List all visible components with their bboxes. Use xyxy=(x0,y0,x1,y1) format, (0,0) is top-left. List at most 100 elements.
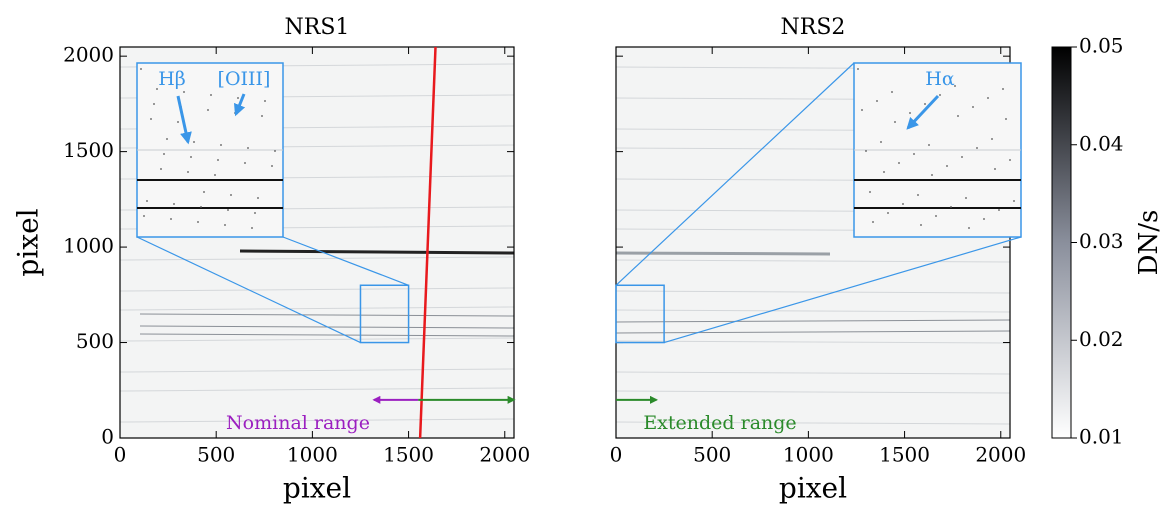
inset-speck xyxy=(207,109,209,111)
inset-speck xyxy=(931,174,933,176)
inset-speck xyxy=(1005,118,1007,120)
inset-speck xyxy=(227,209,229,211)
inset-speck xyxy=(146,200,148,202)
inset-speck xyxy=(187,171,189,173)
inset-speck xyxy=(251,227,253,229)
inset-speck xyxy=(972,106,974,108)
inset-speck xyxy=(1013,200,1015,202)
inset-speck xyxy=(965,197,967,199)
zoom-box xyxy=(615,284,665,344)
inset-speck xyxy=(869,191,871,193)
inset-speck xyxy=(946,165,948,167)
inset-speck xyxy=(913,153,915,155)
x-tick-label: 1000 xyxy=(783,443,834,467)
inset-speck xyxy=(153,103,155,105)
inset-speck xyxy=(140,68,142,70)
inset-speck xyxy=(203,191,205,193)
x-tick-label: 500 xyxy=(693,443,731,467)
inset-speck xyxy=(976,147,978,149)
inset-speck xyxy=(1002,88,1004,90)
annotation: Hα xyxy=(925,68,955,90)
panel-title: NRS2 xyxy=(781,15,846,40)
detector-trace xyxy=(119,287,515,292)
panel-title: NRS1 xyxy=(285,15,350,40)
inset-speck xyxy=(968,227,970,229)
detector-trace xyxy=(615,421,1011,425)
inset-speck xyxy=(220,144,222,146)
zoom-connector xyxy=(615,62,855,286)
colorbar xyxy=(1051,46,1072,439)
annotation: Hβ xyxy=(158,68,186,90)
x-axis-label: pixel xyxy=(779,472,847,505)
inset-speck xyxy=(271,165,273,167)
spectrum-trace xyxy=(139,333,515,337)
inset-speck xyxy=(991,138,993,140)
spectrum-trace xyxy=(615,319,1011,323)
inset-speck xyxy=(887,212,889,214)
inset-speck xyxy=(872,221,874,223)
detector-trace xyxy=(615,390,1011,394)
inset-speck xyxy=(857,68,859,70)
inset-speck xyxy=(924,103,926,105)
inset-speck xyxy=(244,162,246,164)
inset-speck xyxy=(210,94,212,96)
inset-speck xyxy=(983,218,985,220)
detector-trace xyxy=(615,371,1011,375)
x-tick-label: 0 xyxy=(610,443,623,467)
detector-trace xyxy=(119,368,515,373)
inset-speck xyxy=(987,97,989,99)
inset-speck xyxy=(954,85,956,87)
inset-speck xyxy=(909,112,911,114)
inset-speck xyxy=(891,91,893,93)
x-tick-label: 500 xyxy=(197,443,235,467)
inset-speck xyxy=(957,115,959,117)
inset-speck xyxy=(865,150,867,152)
annotation: Nominal range xyxy=(226,412,370,434)
inset-speck xyxy=(935,215,937,217)
zoom-connector xyxy=(282,236,409,286)
inset-speck xyxy=(214,174,216,176)
inset-speck xyxy=(902,203,904,205)
annotation-arrow xyxy=(233,93,246,117)
inset-speck xyxy=(170,218,172,220)
inset-speck xyxy=(254,212,256,214)
inset-speck xyxy=(1009,159,1011,161)
zoom-box xyxy=(359,284,410,344)
inset-speck xyxy=(247,147,249,149)
x-tick-label: 0 xyxy=(114,443,127,467)
annotation: [OIII] xyxy=(218,68,271,90)
inset-speck xyxy=(166,138,168,140)
inset-speck xyxy=(173,203,175,205)
inset-speck xyxy=(190,156,192,158)
x-tick-label: 2000 xyxy=(975,443,1026,467)
detector-trace xyxy=(615,309,1011,313)
y-tick-label: 1500 xyxy=(63,138,114,162)
inset-speck xyxy=(183,91,185,93)
colorbar-tick-label: 0.05 xyxy=(1079,34,1124,58)
colorbar-label: DN/s xyxy=(1134,210,1164,276)
detector-trace xyxy=(615,259,1011,263)
inset-speck xyxy=(267,85,269,87)
x-tick-label: 1000 xyxy=(287,443,338,467)
axes-frame xyxy=(119,46,515,439)
inset-speck xyxy=(224,224,226,226)
inset-speck xyxy=(894,121,896,123)
y-axis-label: pixel xyxy=(12,208,45,276)
colorbar-tick-label: 0.04 xyxy=(1079,131,1124,155)
x-tick-label: 1500 xyxy=(383,443,434,467)
cutoff-line xyxy=(418,46,437,439)
y-tick-label: 1000 xyxy=(63,234,114,258)
inset-speck xyxy=(156,88,158,90)
annotation-arrow xyxy=(906,94,940,130)
inset-speck xyxy=(898,162,900,164)
colorbar-tick-label: 0.02 xyxy=(1079,327,1124,351)
inset-speck xyxy=(163,153,165,155)
inset-speck xyxy=(160,168,162,170)
inset-speck xyxy=(880,141,882,143)
inset-speck xyxy=(950,206,952,208)
y-tick-label: 500 xyxy=(76,329,114,353)
inset-speck xyxy=(920,224,922,226)
inset-speck xyxy=(150,118,152,120)
spectrum-trace xyxy=(239,249,515,255)
